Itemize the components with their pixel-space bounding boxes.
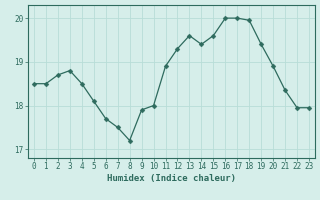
X-axis label: Humidex (Indice chaleur): Humidex (Indice chaleur) xyxy=(107,174,236,183)
